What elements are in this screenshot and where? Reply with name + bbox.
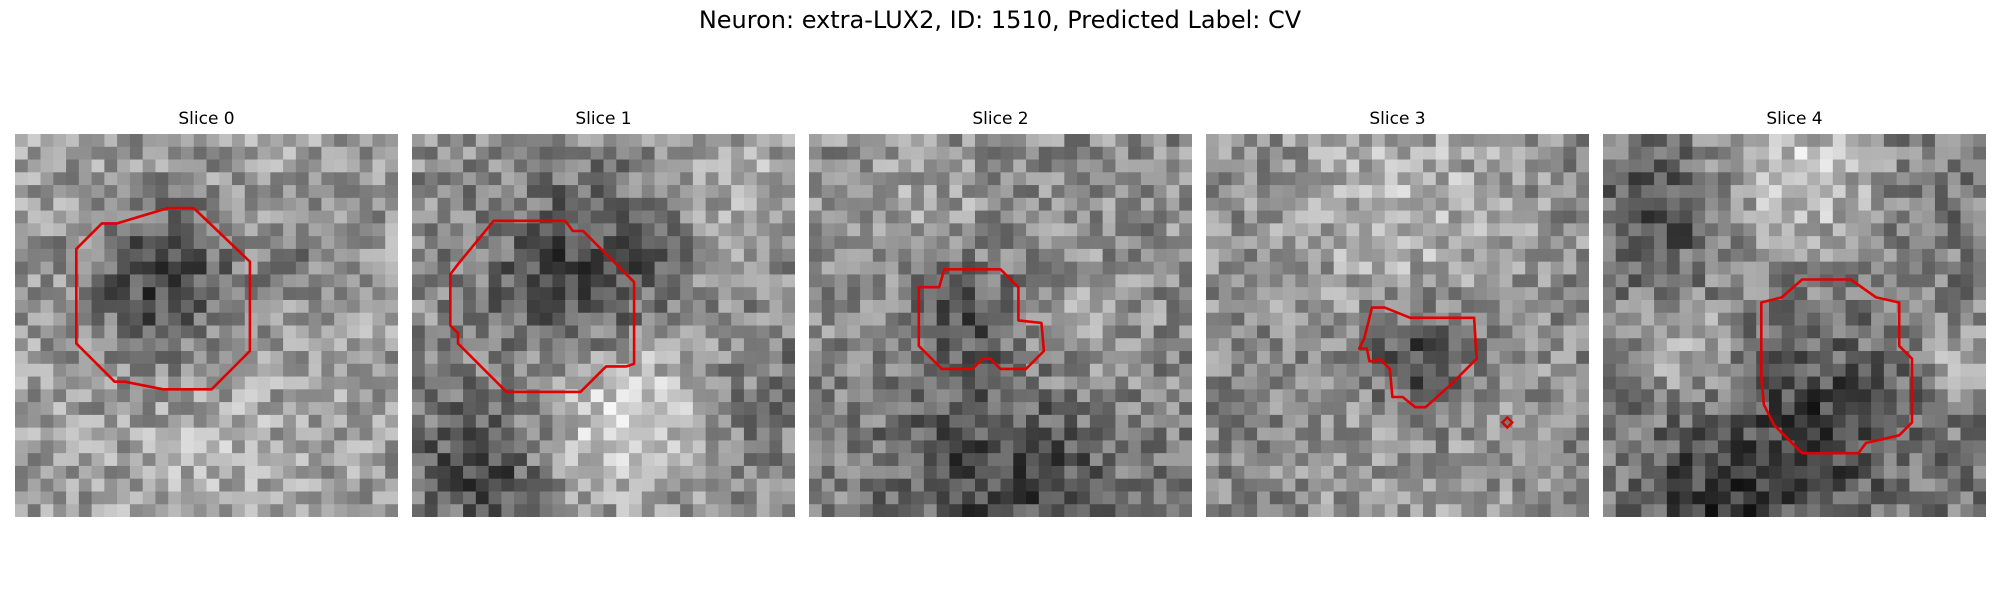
slice-panel-2: Slice 2 bbox=[809, 108, 1192, 517]
segmentation-contour bbox=[448, 219, 636, 394]
figure-title: Neuron: extra-LUX2, ID: 1510, Predicted … bbox=[698, 6, 1302, 34]
slice-title-3: Slice 3 bbox=[1369, 109, 1426, 129]
segmentation-contour bbox=[74, 206, 252, 391]
segmentation-contour bbox=[1760, 278, 1914, 455]
slice-panel-3: Slice 3 bbox=[1206, 108, 1589, 517]
slice-image-0 bbox=[15, 134, 398, 517]
slice-image-3 bbox=[1206, 134, 1589, 517]
segmentation-contour-small bbox=[1500, 415, 1514, 430]
slice-panel-0: Slice 0 bbox=[15, 108, 398, 517]
slice-title-4: Slice 4 bbox=[1766, 109, 1823, 129]
slice-image-4 bbox=[1603, 134, 1986, 517]
segmentation-contour bbox=[1357, 306, 1479, 409]
slice-title-0: Slice 0 bbox=[178, 109, 235, 129]
slice-image-1 bbox=[412, 134, 795, 517]
slice-title-1: Slice 1 bbox=[575, 109, 632, 129]
segmentation-contour bbox=[917, 268, 1046, 371]
slice-panel-1: Slice 1 bbox=[412, 108, 795, 517]
slice-image-2 bbox=[809, 134, 1192, 517]
slice-panel-4: Slice 4 bbox=[1603, 108, 1986, 517]
slice-title-2: Slice 2 bbox=[972, 109, 1029, 129]
